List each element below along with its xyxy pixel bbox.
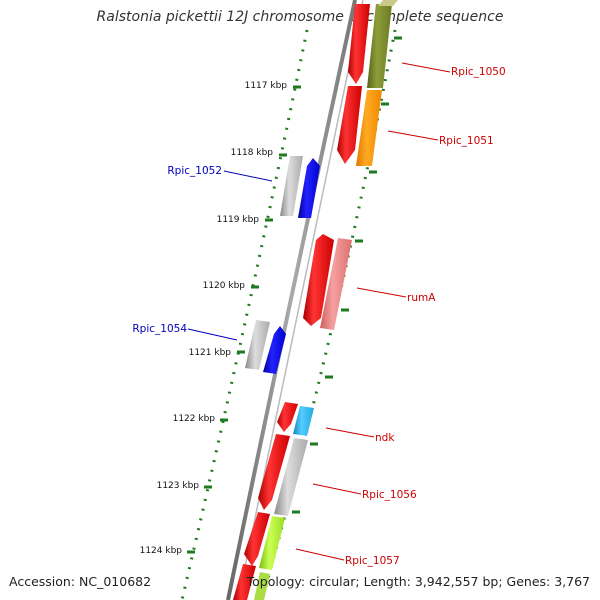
leader-ruma [356, 287, 407, 298]
kbp-label: 1117 kbp [245, 81, 288, 91]
accession-text: Accession: NC_010682 [9, 574, 152, 589]
gene-red-ndk[interactable] [277, 402, 298, 432]
chromosome-backbone-shadow [237, 0, 364, 600]
kbp-label: 1119 kbp [217, 215, 260, 225]
leader-1050 [401, 62, 451, 73]
gene-grey-1056[interactable] [274, 438, 308, 516]
gene-pink-ruma[interactable] [320, 238, 352, 330]
kbp-label: 1122 kbp [173, 414, 216, 424]
kbp-label: 1120 kbp [203, 281, 246, 291]
gene-khaki-top [378, 0, 398, 6]
kbp-label: 1118 kbp [231, 148, 274, 158]
gene-grey-1052[interactable] [280, 156, 303, 216]
gene-lime-1057[interactable] [259, 516, 285, 570]
gene-label-rpic-1051[interactable]: Rpic_1051 [439, 135, 494, 147]
leader-1051 [387, 130, 439, 141]
gene-label-ndk[interactable]: ndk [375, 432, 395, 444]
gene-olive-1050[interactable] [367, 4, 392, 88]
reverse-track-line [180, 29, 309, 600]
gene-blue-1052[interactable] [298, 158, 320, 218]
gene-label-ruma[interactable]: rumA [407, 292, 436, 304]
gene-blue-1054[interactable] [263, 326, 286, 374]
gene-red-1057[interactable] [244, 512, 270, 566]
kbp-label: 1124 kbp [140, 546, 183, 556]
leader-1056 [312, 483, 362, 495]
reverse-ticks [187, 85, 301, 554]
gene-red-1051[interactable] [337, 86, 362, 164]
gene-red-1050[interactable] [348, 4, 370, 84]
chromosome-backbone [226, 0, 357, 600]
gene-label-rpic-1050[interactable]: Rpic_1050 [451, 66, 506, 78]
leader-1054 [187, 328, 238, 341]
kbp-label: 1121 kbp [189, 348, 232, 358]
gene-grey-1054[interactable] [245, 320, 270, 370]
gene-red-ruma[interactable] [303, 234, 334, 326]
leader-1052 [223, 170, 273, 182]
gene-orange-1051[interactable] [356, 90, 382, 166]
gene-label-rpic-1052[interactable]: Rpic_1052 [167, 165, 222, 177]
gene-red-1056[interactable] [258, 434, 290, 510]
map-title: Ralstonia pickettii 12J chromosome 1, co… [96, 9, 504, 25]
gene-red-bottom[interactable] [233, 564, 256, 600]
topology-text: Topology: circular; Length: 3,942,557 bp… [246, 574, 590, 589]
forward-ticks [292, 36, 402, 514]
gene-green-bottom [254, 572, 270, 600]
leader-ndk [325, 427, 375, 438]
kbp-label: 1123 kbp [157, 481, 200, 491]
gene-label-rpic-1057[interactable]: Rpic_1057 [345, 555, 400, 567]
gene-label-rpic-1054[interactable]: Rpic_1054 [132, 323, 187, 335]
leader-1057 [295, 548, 345, 561]
gene-label-rpic-1056[interactable]: Rpic_1056 [362, 489, 417, 501]
gene-cyan-ndk[interactable] [293, 406, 314, 436]
